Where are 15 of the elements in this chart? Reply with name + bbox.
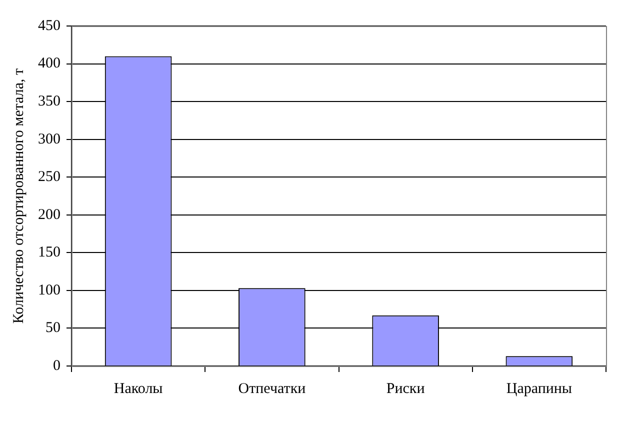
y-tick-label: 400 [38,56,60,72]
y-tick-label: 50 [46,320,60,336]
x-tick-label: Риски [386,380,425,397]
x-tick-label: Отпечатки [238,380,306,397]
x-tick-label: Царапины [506,380,572,397]
y-tick-label: 0 [53,358,60,374]
x-tick-label: Наколы [114,380,163,397]
y-tick-label: 150 [38,244,60,261]
y-tick-label: 350 [38,93,60,110]
y-axis-title: Количество отсортированного метала, т [10,68,27,324]
y-tick-label: 450 [38,18,60,34]
y-tick-label: 200 [38,206,60,223]
y-tick-label: 100 [38,282,60,298]
y-tick-label: 250 [38,169,60,186]
y-tick-label: 300 [38,131,60,148]
